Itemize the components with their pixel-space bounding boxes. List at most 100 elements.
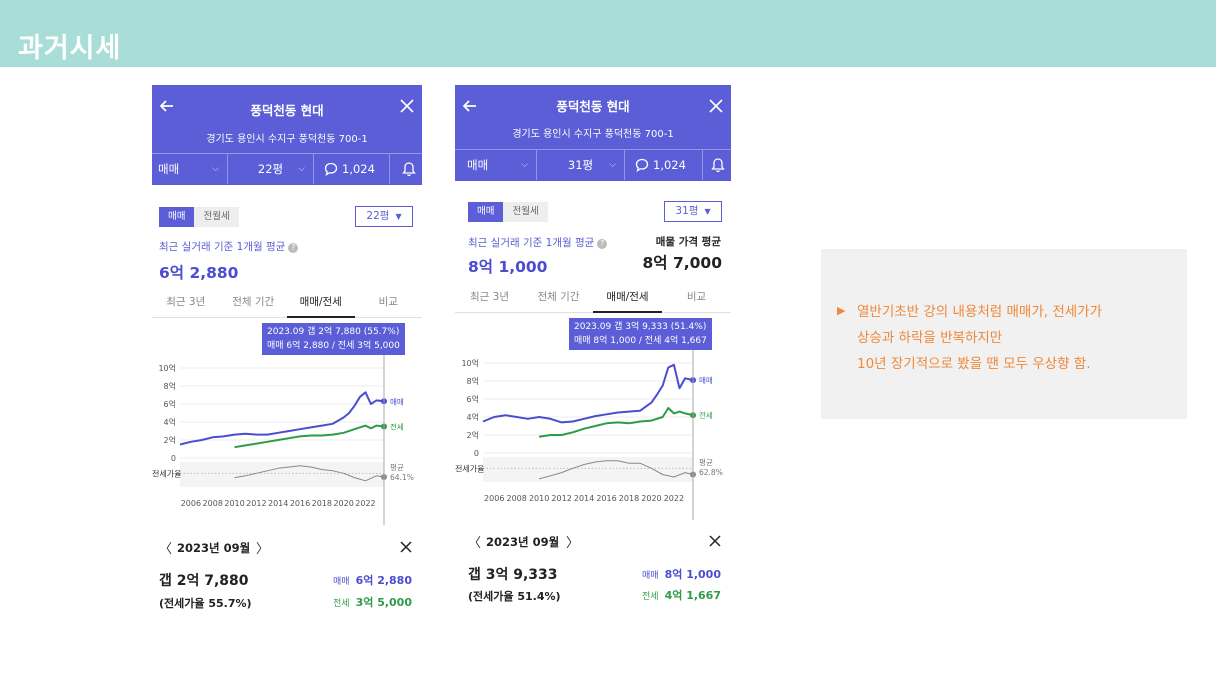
- series-line-jeonse: [538, 407, 694, 438]
- caret-down-icon: ▼: [704, 207, 711, 216]
- chat-bubble-icon: [635, 158, 649, 172]
- next-month-icon[interactable]: 〉: [256, 542, 270, 557]
- legend-ratio-avg: 64.1%: [390, 473, 414, 482]
- jeonse-price: 전세 3억 5,000: [333, 596, 412, 609]
- y-tick-label: 8억: [467, 376, 479, 386]
- chart-tooltip: 2023.09 갭 3억 9,333 (51.4%) 매매 8억 1,000 /…: [569, 318, 712, 350]
- comments-button[interactable]: 1,024: [314, 154, 390, 184]
- next-month-icon[interactable]: 〉: [566, 536, 580, 551]
- tab-recent-3y[interactable]: 최근 3년: [470, 291, 509, 303]
- month-nav: 〈 2023년 09월 〉: [455, 532, 731, 554]
- legend-sale: 매매: [390, 397, 404, 406]
- close-icon[interactable]: [709, 535, 721, 547]
- top-bar: 풍덕천동 현대 경기도 용인시 수지구 풍덕천동 700-1 매매 ⌵ 31평 ⌵ …: [455, 85, 731, 181]
- complex-address: 경기도 용인시 수지구 풍덕천동 700-1: [206, 134, 368, 145]
- jeonse-rate: (전세가율 55.7%): [159, 597, 252, 610]
- complex-address: 경기도 용인시 수지구 풍덕천동 700-1: [512, 129, 674, 140]
- trade-seg-tabs: 매매 전월세: [159, 207, 239, 227]
- sale-price: 매매 8억 1,000: [642, 568, 721, 581]
- y-tick-label: 10억: [461, 358, 479, 368]
- close-icon[interactable]: [709, 99, 723, 113]
- size-select[interactable]: 22평 ⌵: [228, 154, 314, 184]
- chevron-down-icon: ⌵: [609, 160, 616, 170]
- x-tick-label: 2010: [529, 494, 549, 503]
- seg-tab-rent[interactable]: 전월세: [194, 207, 239, 227]
- chart-tooltip: 2023.09 갭 2억 7,880 (55.7%) 매매 6억 2,880 /…: [262, 323, 405, 355]
- y-tick-label: 2억: [164, 435, 176, 445]
- help-icon[interactable]: ?: [597, 239, 608, 249]
- top-bar: 풍덕천동 현대 경기도 용인시 수지구 풍덕천동 700-1 매매 ⌵ 22평 ⌵ …: [152, 85, 422, 185]
- back-arrow-icon[interactable]: [461, 97, 479, 115]
- close-icon[interactable]: [400, 541, 412, 553]
- ratio-strip-bg: [483, 457, 693, 482]
- tab-compare[interactable]: 비교: [686, 291, 707, 303]
- price-chart[interactable]: 10억 8억 6억 4억 2억 0 전세가율 2006 2008 2010 2012 2014 2016…: [455, 314, 731, 520]
- seg-tab-rent[interactable]: 전월세: [503, 202, 548, 222]
- size-select[interactable]: 31평 ⌵: [537, 150, 625, 180]
- seg-tab-sale[interactable]: 매매: [159, 207, 195, 227]
- x-tick-label: 2016: [290, 499, 310, 508]
- x-tick-label: 2014: [574, 494, 594, 503]
- phone-screenshot-31py: 풍덕천동 현대 경기도 용인시 수지구 풍덕천동 700-1 매매 ⌵ 31평 ⌵ …: [455, 85, 731, 620]
- legend-jeonse: 전세: [699, 410, 713, 420]
- x-tick-label: 2010: [224, 499, 244, 508]
- seg-tab-sale[interactable]: 매매: [468, 202, 504, 222]
- series-line-ratio: [234, 465, 385, 482]
- prev-month-icon[interactable]: 〈: [468, 536, 482, 551]
- note-line: 10년 장기적으로 봤을 땐 모두 우상향 함.: [857, 356, 1091, 372]
- tooltip-line-2: 매매 8억 1,000 / 전세 4억 1,667: [574, 336, 707, 346]
- chevron-down-icon: ⌵: [212, 164, 219, 174]
- filter-row: 매매 ⌵ 22평 ⌵ 1,024: [152, 153, 422, 184]
- jeonse-rate: (전세가율 51.4%): [468, 590, 561, 603]
- ratio-axis-label: 전세가율: [152, 468, 181, 478]
- x-tick-label: 2022: [664, 494, 684, 503]
- trade-type-select[interactable]: 매매 ⌵: [455, 150, 537, 180]
- gap-value: 갭 2억 7,880: [159, 573, 249, 589]
- tab-sale-jeonse[interactable]: 매매/전세: [593, 287, 662, 313]
- x-tick-label: 2014: [268, 499, 288, 508]
- y-tick-label: 6억: [467, 394, 479, 404]
- help-icon[interactable]: ?: [288, 243, 299, 253]
- y-tick-label: 4억: [164, 417, 176, 427]
- y-tick-label: 4억: [467, 412, 479, 422]
- note-text: 열반기초반 강의 내용처럼 매매가, 전세가가 상승과 하락을 반복하지만 10…: [857, 299, 1102, 377]
- caret-down-icon: ▼: [395, 212, 402, 221]
- y-tick-label: 0: [171, 454, 176, 463]
- tooltip-line-1: 2023.09 갭 3억 9,333 (51.4%): [574, 322, 707, 332]
- bell-icon[interactable]: [710, 157, 726, 173]
- close-icon[interactable]: [400, 99, 414, 113]
- y-tick-label: 10억: [158, 363, 176, 373]
- series-line-ratio: [538, 460, 694, 480]
- size-dropdown[interactable]: 31평 ▼: [664, 201, 722, 222]
- chat-bubble-icon: [324, 162, 338, 176]
- bell-icon[interactable]: [401, 161, 417, 177]
- price-chart[interactable]: 10억 8억 6억 4억 2억 0 전세가율 2006 2008 2010 2012 2014 2016…: [152, 319, 422, 525]
- avg-price-value: 6억 2,880: [159, 264, 239, 282]
- note-line: 상승과 하락을 반복하지만: [857, 330, 1003, 346]
- ratio-strip-bg: [180, 462, 384, 487]
- tab-sale-jeonse[interactable]: 매매/전세: [287, 292, 355, 318]
- prev-month-icon[interactable]: 〈: [159, 542, 173, 557]
- legend-ratio-avg: 62.8%: [699, 468, 723, 477]
- series-line-sale: [179, 391, 385, 446]
- x-tick-label: 2016: [596, 494, 616, 503]
- note-line: 열반기초반 강의 내용처럼 매매가, 전세가가: [857, 304, 1103, 320]
- legend-ratio: 평균: [390, 462, 404, 472]
- trade-type-select[interactable]: 매매 ⌵: [152, 154, 228, 184]
- month-nav: 〈 2023년 09월 〉: [152, 538, 422, 560]
- back-arrow-icon[interactable]: [158, 97, 176, 115]
- period-tabs: 최근 3년 전체 기간 매매/전세 비교: [152, 292, 422, 318]
- comments-button[interactable]: 1,024: [625, 150, 703, 180]
- tab-recent-3y[interactable]: 최근 3년: [166, 296, 206, 308]
- trade-seg-tabs: 매매 전월세: [468, 202, 548, 222]
- tab-all-period[interactable]: 전체 기간: [537, 291, 580, 303]
- slide-title: 과거시세: [18, 33, 122, 64]
- x-tick-label: 2012: [246, 499, 266, 508]
- period-tabs: 최근 3년 전체 기간 매매/전세 비교: [455, 287, 731, 313]
- tab-all-period[interactable]: 전체 기간: [232, 296, 275, 308]
- month-label: 2023년 09월: [486, 535, 560, 549]
- tab-compare[interactable]: 비교: [378, 296, 398, 308]
- series-line-sale: [482, 363, 694, 424]
- size-dropdown[interactable]: 22평 ▼: [355, 206, 413, 227]
- x-tick-label: 2018: [312, 499, 332, 508]
